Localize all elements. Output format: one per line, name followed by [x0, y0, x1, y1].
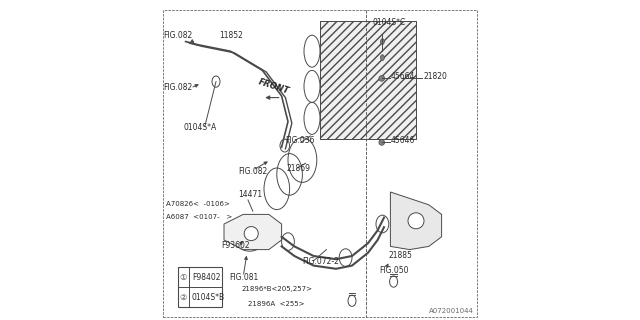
Text: 45664: 45664: [391, 72, 415, 81]
Text: FIG.072-2: FIG.072-2: [302, 257, 339, 266]
Ellipse shape: [280, 139, 290, 152]
Bar: [178, 267, 223, 307]
Text: 45646: 45646: [391, 136, 415, 145]
Ellipse shape: [380, 55, 384, 60]
Text: A6087  <0107-   >: A6087 <0107- >: [166, 214, 233, 220]
Text: 21885: 21885: [388, 251, 413, 260]
Text: F93602: F93602: [221, 241, 250, 250]
Ellipse shape: [379, 76, 385, 81]
Text: FIG.082: FIG.082: [239, 167, 268, 176]
Polygon shape: [390, 192, 442, 250]
Text: A072001044: A072001044: [429, 308, 474, 314]
Bar: [320, 21, 416, 139]
Text: 0104S*C: 0104S*C: [372, 18, 406, 27]
Text: A70826<  -0106>: A70826< -0106>: [166, 201, 230, 207]
Text: ①: ①: [179, 273, 187, 282]
Text: F98402: F98402: [192, 273, 221, 282]
Text: 21869: 21869: [287, 164, 310, 173]
Circle shape: [232, 216, 268, 251]
Text: 0104S*A: 0104S*A: [184, 123, 217, 132]
Circle shape: [408, 213, 424, 229]
Ellipse shape: [380, 39, 384, 44]
Text: FIG.050: FIG.050: [380, 266, 409, 275]
Text: 11852: 11852: [219, 31, 243, 40]
Text: 0104S*B: 0104S*B: [192, 293, 225, 302]
Text: 21820: 21820: [423, 72, 447, 81]
Text: FIG.081: FIG.081: [229, 273, 258, 282]
Circle shape: [244, 227, 259, 241]
Text: 21896A  <255>: 21896A <255>: [248, 300, 305, 307]
Text: FIG.082: FIG.082: [163, 31, 193, 40]
Text: 21896*B<205,257>: 21896*B<205,257>: [242, 286, 312, 292]
Ellipse shape: [212, 76, 220, 87]
Ellipse shape: [379, 140, 385, 145]
Text: FIG.036: FIG.036: [285, 136, 314, 145]
Text: 14471: 14471: [239, 190, 262, 199]
Text: FIG.082: FIG.082: [163, 83, 193, 92]
Text: FRONT: FRONT: [257, 77, 291, 96]
Polygon shape: [224, 214, 282, 250]
Text: ②: ②: [179, 293, 187, 302]
